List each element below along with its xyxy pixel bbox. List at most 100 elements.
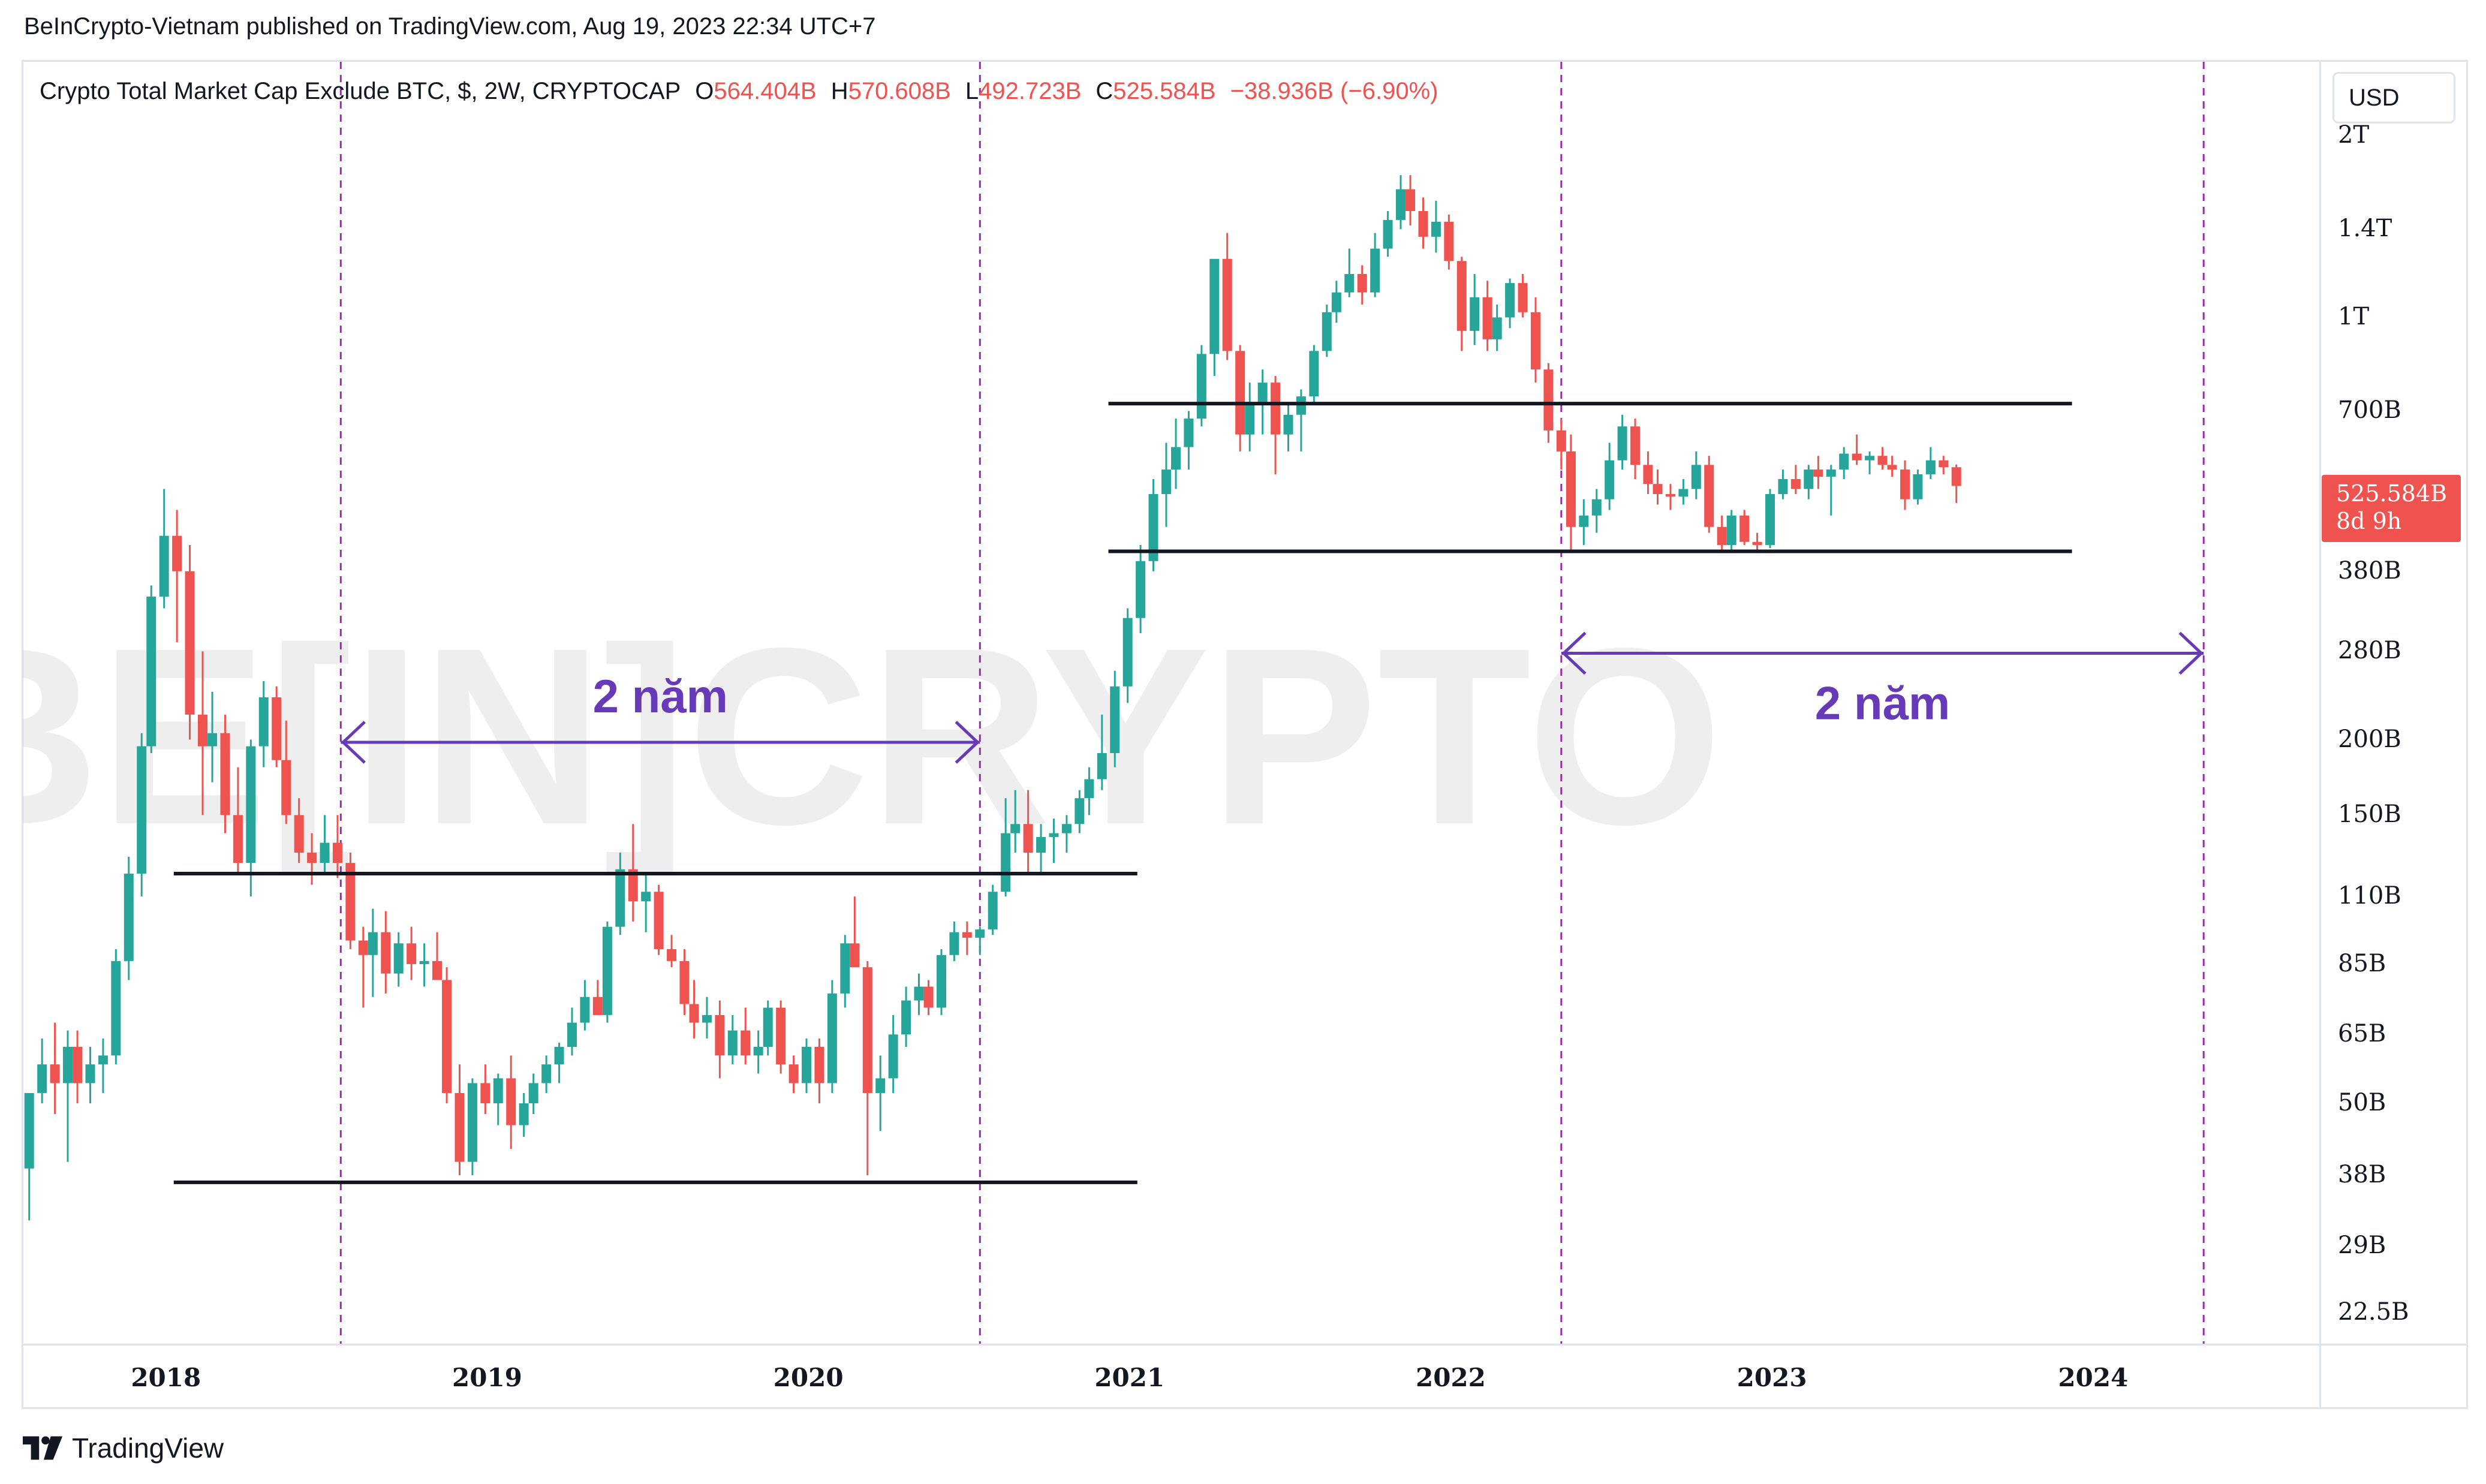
candle[interactable] — [1826, 465, 1836, 516]
candle[interactable] — [455, 1064, 465, 1176]
candle[interactable] — [1630, 419, 1641, 479]
candle[interactable] — [62, 1030, 73, 1162]
candles[interactable] — [24, 175, 1961, 1221]
candle[interactable] — [432, 932, 443, 980]
candle[interactable] — [332, 815, 342, 878]
candle[interactable] — [258, 681, 269, 767]
candle[interactable] — [272, 686, 282, 767]
candle[interactable] — [358, 926, 368, 1008]
candle[interactable] — [1431, 200, 1441, 253]
candle[interactable] — [554, 1042, 564, 1083]
candle[interactable] — [368, 908, 378, 997]
candle[interactable] — [1010, 790, 1021, 853]
candle[interactable] — [172, 510, 182, 642]
candle[interactable] — [641, 874, 651, 932]
candle[interactable] — [1023, 790, 1033, 874]
candle[interactable] — [24, 1092, 34, 1221]
candle[interactable] — [419, 943, 429, 987]
candle[interactable] — [1061, 815, 1072, 853]
candle[interactable] — [702, 997, 712, 1039]
level-lines[interactable] — [173, 402, 2072, 1184]
candle[interactable] — [207, 691, 218, 782]
candle[interactable] — [1370, 233, 1380, 297]
candle[interactable] — [1196, 345, 1206, 427]
candle[interactable] — [1579, 499, 1589, 545]
candle[interactable] — [1717, 515, 1727, 552]
candle[interactable] — [1804, 465, 1814, 499]
candle[interactable] — [1122, 608, 1133, 703]
candle[interactable] — [788, 1055, 799, 1093]
candle[interactable] — [124, 856, 134, 980]
candle[interactable] — [1852, 434, 1862, 465]
candle[interactable] — [393, 932, 404, 987]
candle[interactable] — [493, 1073, 503, 1125]
candle[interactable] — [1790, 465, 1801, 494]
candle[interactable] — [1209, 258, 1220, 377]
candle[interactable] — [1505, 278, 1515, 329]
candle[interactable] — [294, 798, 304, 863]
candle[interactable] — [654, 884, 664, 955]
candle[interactable] — [914, 973, 924, 1015]
candle[interactable] — [528, 1073, 538, 1114]
candle[interactable] — [345, 853, 356, 949]
plot-area[interactable]: BE[IN]CRYPTO 2 năm 2 năm — [23, 62, 2319, 1344]
candle[interactable] — [1148, 478, 1158, 571]
candle[interactable] — [137, 733, 147, 897]
candle[interactable] — [1765, 489, 1775, 549]
candle[interactable] — [949, 921, 959, 961]
candle[interactable] — [962, 921, 972, 955]
candle[interactable] — [1245, 383, 1255, 451]
candle[interactable] — [776, 1000, 786, 1074]
candle[interactable] — [320, 815, 330, 874]
candle[interactable] — [1482, 281, 1492, 351]
time-axis[interactable] — [23, 1344, 2319, 1407]
candlestick-chart[interactable]: BE[IN]CRYPTO 2 năm 2 năm — [23, 62, 2319, 1344]
candle[interactable] — [1084, 767, 1094, 815]
candle[interactable] — [840, 935, 850, 1008]
candle[interactable] — [281, 720, 291, 824]
candle[interactable] — [246, 739, 256, 897]
candle[interactable] — [519, 1092, 529, 1137]
candle[interactable] — [1813, 456, 1823, 489]
tradingview-logo[interactable]: TradingView — [23, 1432, 224, 1464]
candle[interactable] — [1036, 824, 1046, 874]
candle[interactable] — [1456, 257, 1467, 351]
candle[interactable] — [667, 935, 677, 968]
candle[interactable] — [679, 949, 690, 1015]
candle[interactable] — [1913, 469, 1923, 505]
candle[interactable] — [185, 544, 195, 740]
candle[interactable] — [1344, 248, 1355, 297]
candle[interactable] — [1161, 443, 1171, 527]
range-arrow[interactable]: 2 năm — [1561, 631, 2204, 729]
candle[interactable] — [1136, 544, 1146, 634]
candle[interactable] — [1322, 305, 1332, 357]
candle[interactable] — [1309, 345, 1319, 404]
candle[interactable] — [1739, 510, 1750, 545]
range-arrows[interactable]: 2 năm 2 năm — [341, 631, 2204, 764]
candle[interactable] — [541, 1055, 552, 1093]
candle[interactable] — [715, 1000, 725, 1079]
candle[interactable] — [1726, 510, 1736, 552]
candle[interactable] — [1097, 714, 1107, 790]
candle[interactable] — [1110, 670, 1120, 767]
candle[interactable] — [1049, 818, 1059, 863]
candle[interactable] — [862, 961, 872, 1176]
candle[interactable] — [1591, 489, 1602, 533]
candle[interactable] — [442, 967, 452, 1104]
candle[interactable] — [1865, 451, 1875, 474]
candle[interactable] — [307, 833, 317, 885]
candle[interactable] — [567, 1007, 577, 1056]
candle[interactable] — [1222, 233, 1232, 360]
candle[interactable] — [741, 1007, 751, 1065]
candle[interactable] — [1075, 790, 1085, 833]
candle[interactable] — [602, 921, 612, 1023]
candle[interactable] — [763, 1000, 773, 1056]
candle[interactable] — [580, 980, 590, 1031]
candle[interactable] — [220, 714, 230, 833]
candle[interactable] — [827, 980, 837, 1093]
candle[interactable] — [814, 1039, 824, 1104]
candle[interactable] — [1665, 484, 1675, 510]
candle[interactable] — [1171, 419, 1181, 489]
candle[interactable] — [1405, 175, 1416, 225]
candle[interactable] — [1778, 469, 1788, 499]
